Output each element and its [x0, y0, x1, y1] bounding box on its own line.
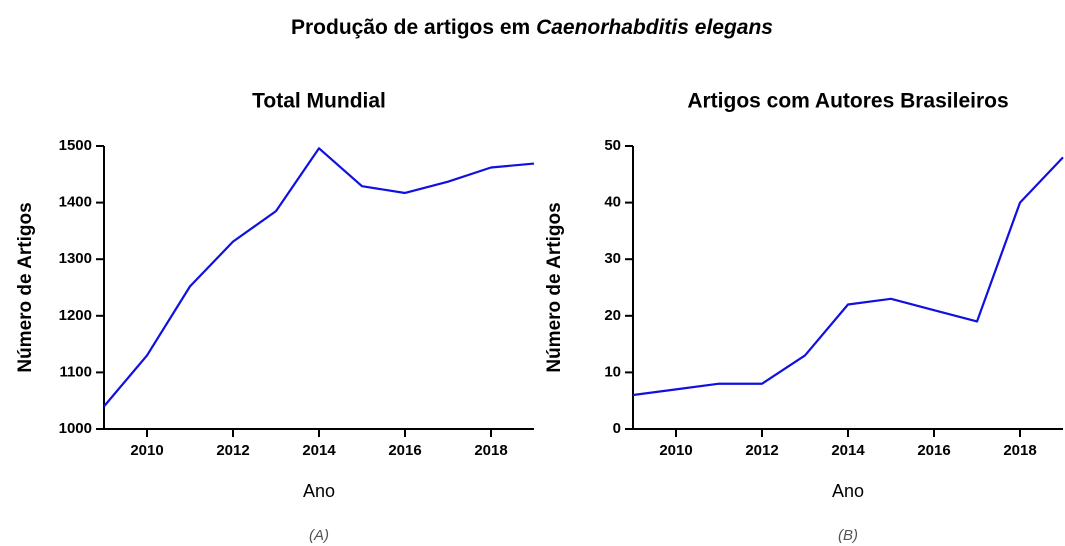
figure-title: Produção de artigos em Caenorhabditis el… — [291, 16, 773, 39]
title-species: Caenorhabditis elegans — [536, 16, 773, 39]
y-tick-label: 1300 — [59, 250, 92, 267]
y-tick-label: 1200 — [59, 307, 92, 324]
y-tick-label: 10 — [604, 363, 621, 380]
y-tick-label: 1100 — [59, 363, 92, 380]
x-tick-label: 2018 — [1003, 442, 1036, 459]
chart-title: Total Mundial — [252, 90, 386, 113]
caption: (A) — [309, 527, 329, 544]
y-tick-label: 30 — [604, 250, 621, 267]
y-tick-label: 1400 — [59, 194, 92, 211]
y-tick-label: 0 — [613, 420, 621, 437]
x-tick-label: 2016 — [388, 442, 421, 459]
y-tick-label: 50 — [604, 137, 621, 154]
line-series — [632, 156, 1064, 397]
y-tick-label: 20 — [604, 307, 621, 324]
y-axis-label: Número de Artigos — [544, 202, 565, 372]
y-tick-label: 1000 — [59, 420, 92, 437]
x-tick-label: 2018 — [474, 442, 507, 459]
y-tick-label: 40 — [604, 194, 621, 211]
x-tick-label: 2010 — [130, 442, 163, 459]
y-axis-label: Número de Artigos — [15, 202, 36, 372]
x-tick-label: 2010 — [659, 442, 692, 459]
x-axis-label: Ano — [303, 481, 335, 501]
x-tick-label: 2012 — [216, 442, 249, 459]
x-axis-label: Ano — [832, 481, 864, 501]
x-tick-label: 2016 — [917, 442, 950, 459]
chart-title: Artigos com Autores Brasileiros — [687, 90, 1008, 113]
line-series — [103, 147, 535, 408]
title-text: Produção de artigos em — [291, 16, 530, 39]
x-tick-label: 2012 — [745, 442, 778, 459]
x-tick-label: 2014 — [302, 442, 336, 459]
y-tick-label: 1500 — [59, 137, 92, 154]
caption: (B) — [838, 527, 858, 544]
x-tick-label: 2014 — [831, 442, 865, 459]
